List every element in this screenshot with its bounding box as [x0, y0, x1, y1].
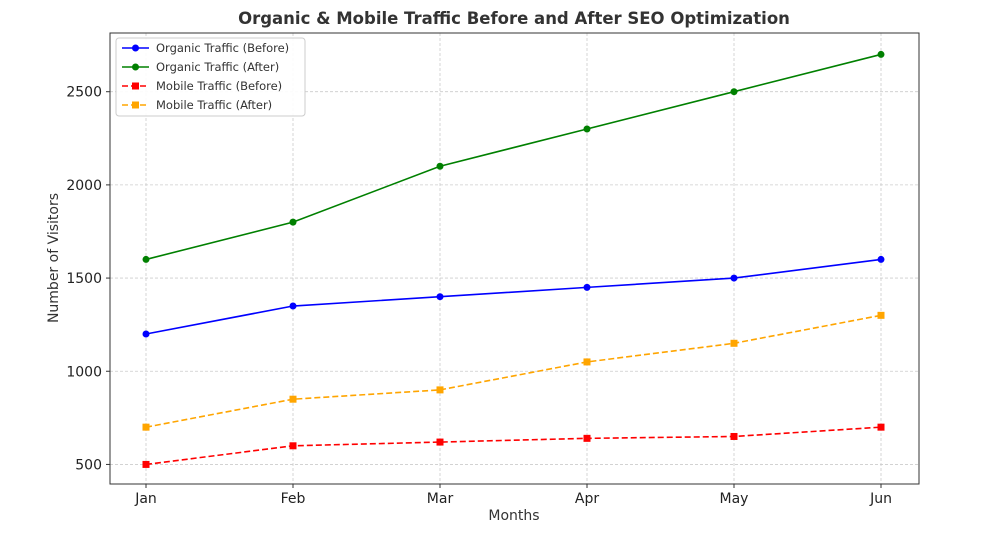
x-tick-label: May	[720, 491, 749, 507]
data-point	[583, 125, 591, 133]
data-point	[730, 88, 738, 96]
legend: Organic Traffic (Before) Organic Traffic …	[115, 37, 306, 117]
data-point	[877, 255, 885, 263]
legend-label: Organic Traffic (Before)	[156, 41, 289, 55]
series-line	[145, 53, 882, 261]
y-tick-label: 2000	[66, 178, 102, 194]
legend-label: Organic Traffic (After)	[156, 60, 279, 74]
series-line	[145, 426, 882, 466]
y-tick-label: 1000	[66, 364, 102, 380]
plot-frame	[109, 32, 920, 485]
legend-item: Organic Traffic (After)	[122, 60, 279, 74]
legend-marker	[132, 82, 139, 90]
x-tick-label: Apr	[575, 491, 599, 507]
data-point	[877, 423, 885, 431]
data-point	[142, 255, 150, 263]
data-point	[583, 358, 591, 366]
data-point	[142, 423, 150, 431]
legend-label: Mobile Traffic (Before)	[156, 79, 282, 93]
data-point	[142, 330, 150, 338]
legend-marker	[132, 63, 139, 71]
legend-box	[115, 37, 306, 117]
series-3	[142, 423, 885, 468]
series-1	[142, 255, 885, 338]
y-tick-label: 2500	[66, 85, 102, 101]
x-tick-label: Jun	[869, 491, 892, 507]
series-line	[145, 258, 882, 335]
legend-item: Mobile Traffic (After)	[122, 98, 272, 112]
legend-label: Mobile Traffic (After)	[156, 98, 272, 112]
data-point	[730, 339, 738, 347]
data-point	[730, 274, 738, 282]
chart-title: Organic & Mobile Traffic Before and Afte…	[238, 9, 790, 28]
series-layer	[142, 50, 885, 468]
data-point	[436, 386, 444, 394]
data-point	[436, 438, 444, 446]
data-point	[583, 283, 591, 291]
data-point	[583, 434, 591, 442]
data-point	[730, 432, 738, 440]
legend-marker	[132, 101, 139, 109]
series-2	[142, 50, 885, 263]
x-axis-label: Months	[488, 508, 539, 524]
x-tick-label: Mar	[427, 491, 454, 507]
legend-item: Organic Traffic (Before)	[122, 41, 289, 55]
data-point	[877, 50, 885, 58]
x-tick-label: Jan	[134, 491, 157, 507]
data-point	[877, 311, 885, 319]
series-line	[145, 314, 882, 428]
data-point	[289, 302, 297, 310]
y-tick-label: 500	[75, 457, 102, 473]
axis-ticks: Jan Feb Mar Apr May Jun 500 1000 1500 2000 2500	[66, 85, 892, 507]
data-point	[436, 162, 444, 170]
series-4	[142, 311, 885, 431]
x-tick-label: Feb	[281, 491, 306, 507]
data-point	[142, 460, 150, 468]
legend-item: Mobile Traffic (Before)	[122, 79, 282, 93]
data-point	[436, 293, 444, 301]
y-axis-label: Number of Visitors	[46, 193, 62, 323]
y-tick-label: 1500	[66, 271, 102, 287]
data-point	[289, 395, 297, 403]
data-point	[289, 442, 297, 450]
legend-marker	[132, 44, 139, 52]
data-point	[289, 218, 297, 226]
